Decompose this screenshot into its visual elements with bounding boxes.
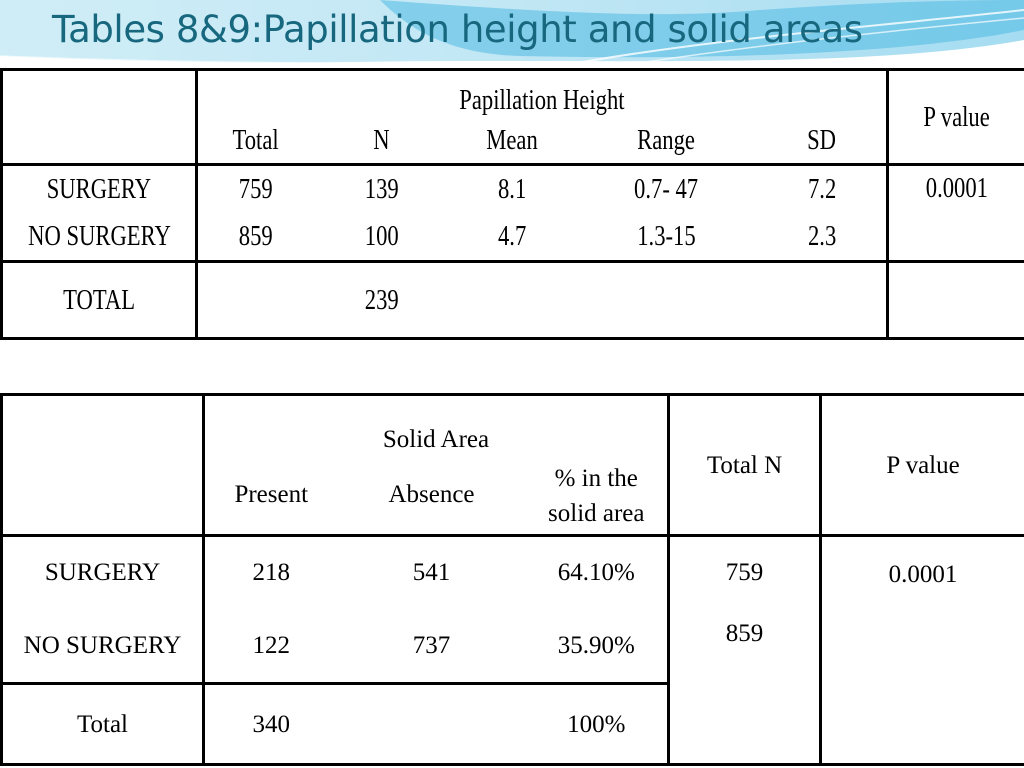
cell-sd: 7.2 [807,173,836,206]
cell-range: 1.3-15 [636,220,696,253]
cell-total-n: 859 [725,620,764,648]
corner-cell [2,395,204,536]
total-present: 340 [252,710,291,738]
p-value: 0.0001 [925,172,988,205]
cell-mean: 8.1 [497,173,527,206]
cell-total-n: 759 [725,559,764,587]
cell-total: 859 [238,220,273,253]
column-header: SD [807,123,837,156]
cell-range: 0.7- 47 [633,173,699,206]
row-label: NO SURGERY [23,631,182,659]
cell-present: 122 [252,631,291,659]
papillation-height-table: Papillation Height P value Total N Mean … [0,68,1024,340]
column-header: Mean [486,123,538,156]
cell-sd: 2.3 [807,220,836,253]
row-label: SURGERY [44,559,161,587]
p-value: 0.0001 [888,561,958,589]
cell-absence: 737 [412,631,451,659]
cell-total: 759 [238,173,273,206]
total-n-header: Total N [706,451,783,479]
total-row-label: Total [76,710,128,738]
cell-pct: 35.90% [557,631,635,659]
cell-mean: 4.7 [497,220,527,253]
column-header: N [373,123,390,156]
solid-area-table: Solid Area Total N P value Present Absen… [0,393,1024,766]
p-value-header: P value [923,100,990,133]
cell-absence: 541 [412,559,451,587]
corner-cell [1,69,197,167]
total-row-label: TOTAL [63,283,135,316]
row-label: NO SURGERY [27,220,171,253]
column-header: Total [232,123,279,156]
cell-n: 100 [364,220,399,253]
column-header: Absence [388,481,475,508]
column-header: Range [637,123,695,156]
total-n: 239 [364,283,399,316]
row-label: SURGERY [46,173,152,206]
total-pct: 100% [567,710,626,738]
slide-title: Tables 8&9:Papillation height and solid … [52,8,863,51]
cell-present: 218 [252,559,291,587]
cell-pct: 64.10% [557,559,635,587]
p-value-header: P value [886,451,960,479]
group-header: Solid Area [382,426,490,453]
column-header: Present [234,481,309,508]
cell-n: 139 [364,173,399,206]
column-header: % in the solid area [548,464,645,527]
group-header: Papillation Height [459,84,625,117]
